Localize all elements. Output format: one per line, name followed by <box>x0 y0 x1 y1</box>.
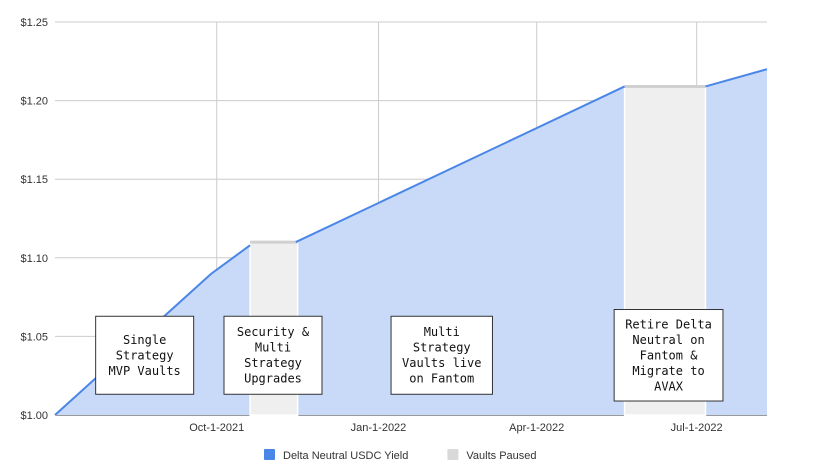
annotation-text: Vaults live <box>402 356 481 370</box>
annotation-text: Upgrades <box>244 372 302 386</box>
y-tick-label: $1.10 <box>20 253 48 265</box>
annotation-text: Security & <box>237 325 310 339</box>
annotation-border <box>223 315 323 395</box>
annotation-text: Strategy <box>244 356 302 370</box>
annotation-border <box>95 315 195 395</box>
y-tick-label: $1.25 <box>20 17 48 29</box>
annotation-text: Strategy <box>413 341 471 355</box>
annotation-border <box>613 309 724 402</box>
x-tick-label: Jul-1-2022 <box>671 422 723 434</box>
annotation-text: Multi <box>255 341 291 355</box>
annotation-text: Neutral on <box>632 333 704 347</box>
series-line-segment <box>210 244 251 275</box>
annotation-text: Multi <box>424 325 460 339</box>
x-tick-label: Oct-1-2021 <box>189 422 244 434</box>
y-tick-label: $1.15 <box>20 174 48 186</box>
axes: $1.00 $1.05 $1.10 $1.15 $1.20 $1.25 Oct-1-2021… <box>20 17 722 434</box>
annotation-text: Fantom & <box>640 348 699 362</box>
series-line-segment <box>705 68 768 88</box>
legend-label: Delta Neutral USDC Yield <box>283 450 408 462</box>
series-line-segment <box>295 85 626 243</box>
legend-swatch <box>447 449 459 460</box>
annotation-text: MVP Vaults <box>109 364 181 378</box>
annotation-text: Strategy <box>116 348 174 362</box>
x-tick-label: Jan-1-2022 <box>351 422 407 434</box>
annotation-text: Single <box>123 333 166 347</box>
annotation-text: AVAX <box>654 379 684 393</box>
annotation-text: Retire Delta <box>625 317 712 331</box>
x-tick-label: Apr-1-2022 <box>509 422 564 434</box>
legend-swatch <box>264 449 275 460</box>
y-tick-label: $1.05 <box>20 331 48 343</box>
legend: Delta Neutral USDC Yield Vaults Paused <box>264 449 537 462</box>
annotation-text: Migrate to <box>632 364 704 378</box>
y-tick-label: $1.20 <box>20 96 48 108</box>
y-tick-label: $1.00 <box>20 410 48 422</box>
annotation-border <box>390 315 493 395</box>
legend-label: Vaults Paused <box>466 450 536 462</box>
annotation-text: on Fantom <box>409 372 474 386</box>
